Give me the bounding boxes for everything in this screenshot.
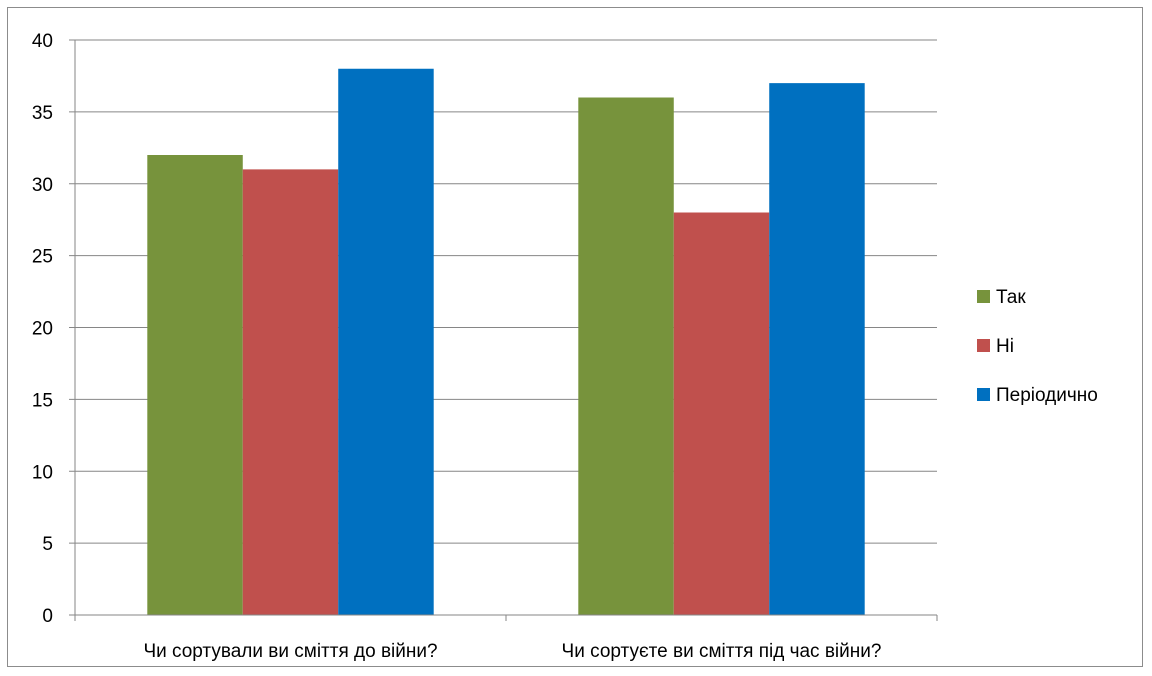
legend-swatch <box>977 290 990 303</box>
y-tick-label: 25 <box>32 247 53 268</box>
x-category-labels: Чи сортували ви сміття до війни? Чи сорту… <box>143 641 881 662</box>
y-tick-labels: 0 5 10 15 20 25 30 35 40 <box>32 31 53 627</box>
legend-swatch <box>977 339 990 352</box>
bar-1-1 <box>147 155 243 615</box>
y-tick-label: 35 <box>32 103 53 124</box>
bar-2-2 <box>673 212 770 615</box>
legend-label: Ні <box>996 336 1014 357</box>
bar-3-2 <box>769 83 865 615</box>
bar-3-1 <box>338 68 434 615</box>
y-tick-label: 40 <box>32 31 53 52</box>
y-tick-label: 10 <box>32 462 53 483</box>
x-category-label: Чи сортуєте ви сміття під час війни? <box>562 641 882 662</box>
y-tick-label: 5 <box>42 534 53 555</box>
y-tick-label: 15 <box>32 390 53 411</box>
x-category-label: Чи сортували ви сміття до війни? <box>143 641 437 662</box>
legend-label: Періодично <box>996 385 1098 406</box>
bar-1-2 <box>578 97 674 615</box>
bar-2-1 <box>242 169 339 615</box>
axes <box>69 39 938 621</box>
legend-label: Так <box>996 287 1026 308</box>
legend: Так Ні Періодично <box>977 287 1098 406</box>
bars <box>147 68 865 615</box>
y-tick-label: 0 <box>42 606 53 627</box>
y-tick-label: 30 <box>32 175 53 196</box>
legend-swatch <box>977 388 990 401</box>
y-tick-label: 20 <box>32 319 53 340</box>
